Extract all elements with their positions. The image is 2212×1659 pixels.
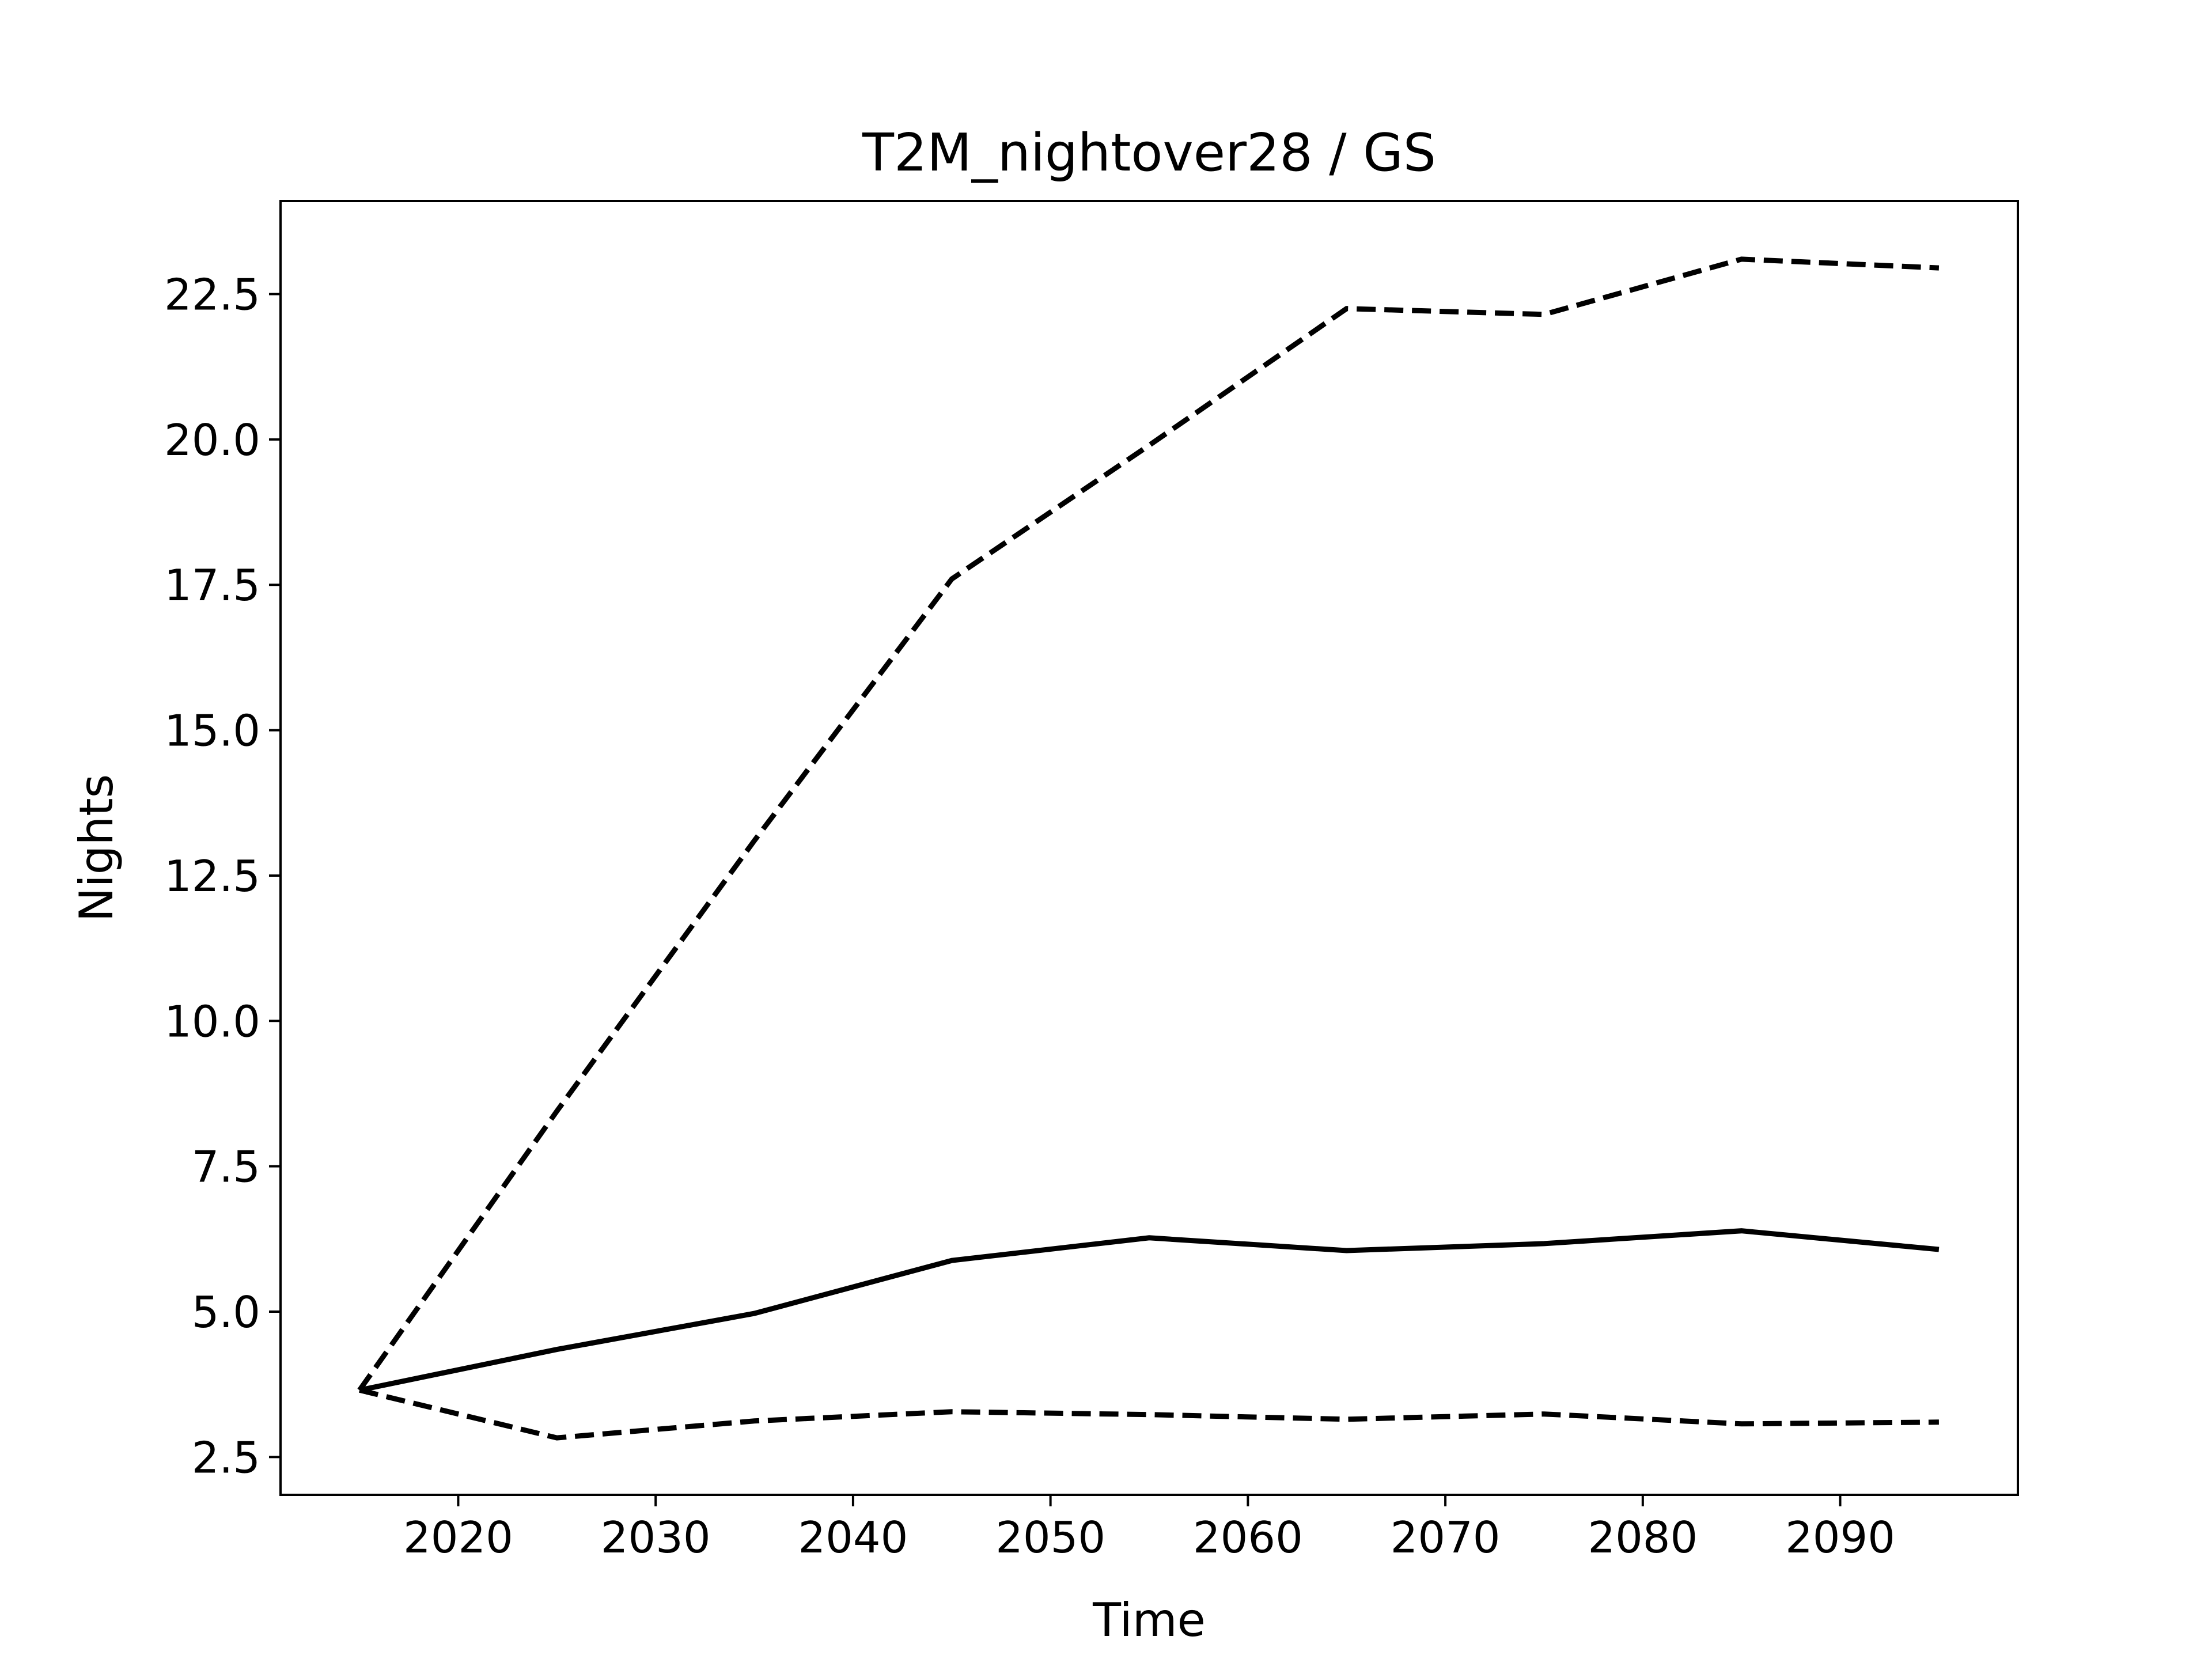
y-tick-label: 20.0 (164, 415, 260, 465)
series-line-2-solid (359, 1228, 1940, 1393)
x-tick-label: 2040 (798, 1512, 908, 1563)
x-tick-label: 2080 (1588, 1512, 1698, 1563)
y-axis: 2.5 5.0 7.5 10.0 12.5 15.0 17.5 20.0 22.5 (164, 270, 281, 1483)
x-tick-label: 2060 (1193, 1512, 1303, 1563)
x-tick-label: 2050 (995, 1512, 1105, 1563)
y-tick-label: 22.5 (164, 270, 260, 320)
y-tick-label: 7.5 (192, 1142, 260, 1192)
y-tick-label: 15.0 (164, 706, 260, 756)
x-tick-label: 2070 (1391, 1512, 1501, 1563)
plot-frame (279, 200, 2019, 1496)
x-tick-label: 2030 (601, 1512, 711, 1563)
series-layer (357, 256, 1940, 1441)
y-tick-label: 12.5 (164, 851, 260, 902)
x-tick-label: 2020 (403, 1512, 513, 1563)
y-tick-label: 5.0 (192, 1287, 260, 1338)
x-axis: 2020 2030 2040 2050 2060 2070 2080 2090 (403, 1495, 1895, 1563)
y-tick-label: 17.5 (164, 560, 260, 611)
series-line-1-dashed (357, 256, 1940, 1392)
x-axis-label: Time (1092, 1593, 1206, 1647)
y-axis-label: Nights (70, 774, 123, 922)
y-tick-label: 10.0 (164, 996, 260, 1047)
chart-title: T2M_nightover28 / GS (862, 123, 1436, 183)
x-tick-label: 2090 (1785, 1512, 1895, 1563)
y-tick-label: 2.5 (192, 1432, 260, 1483)
